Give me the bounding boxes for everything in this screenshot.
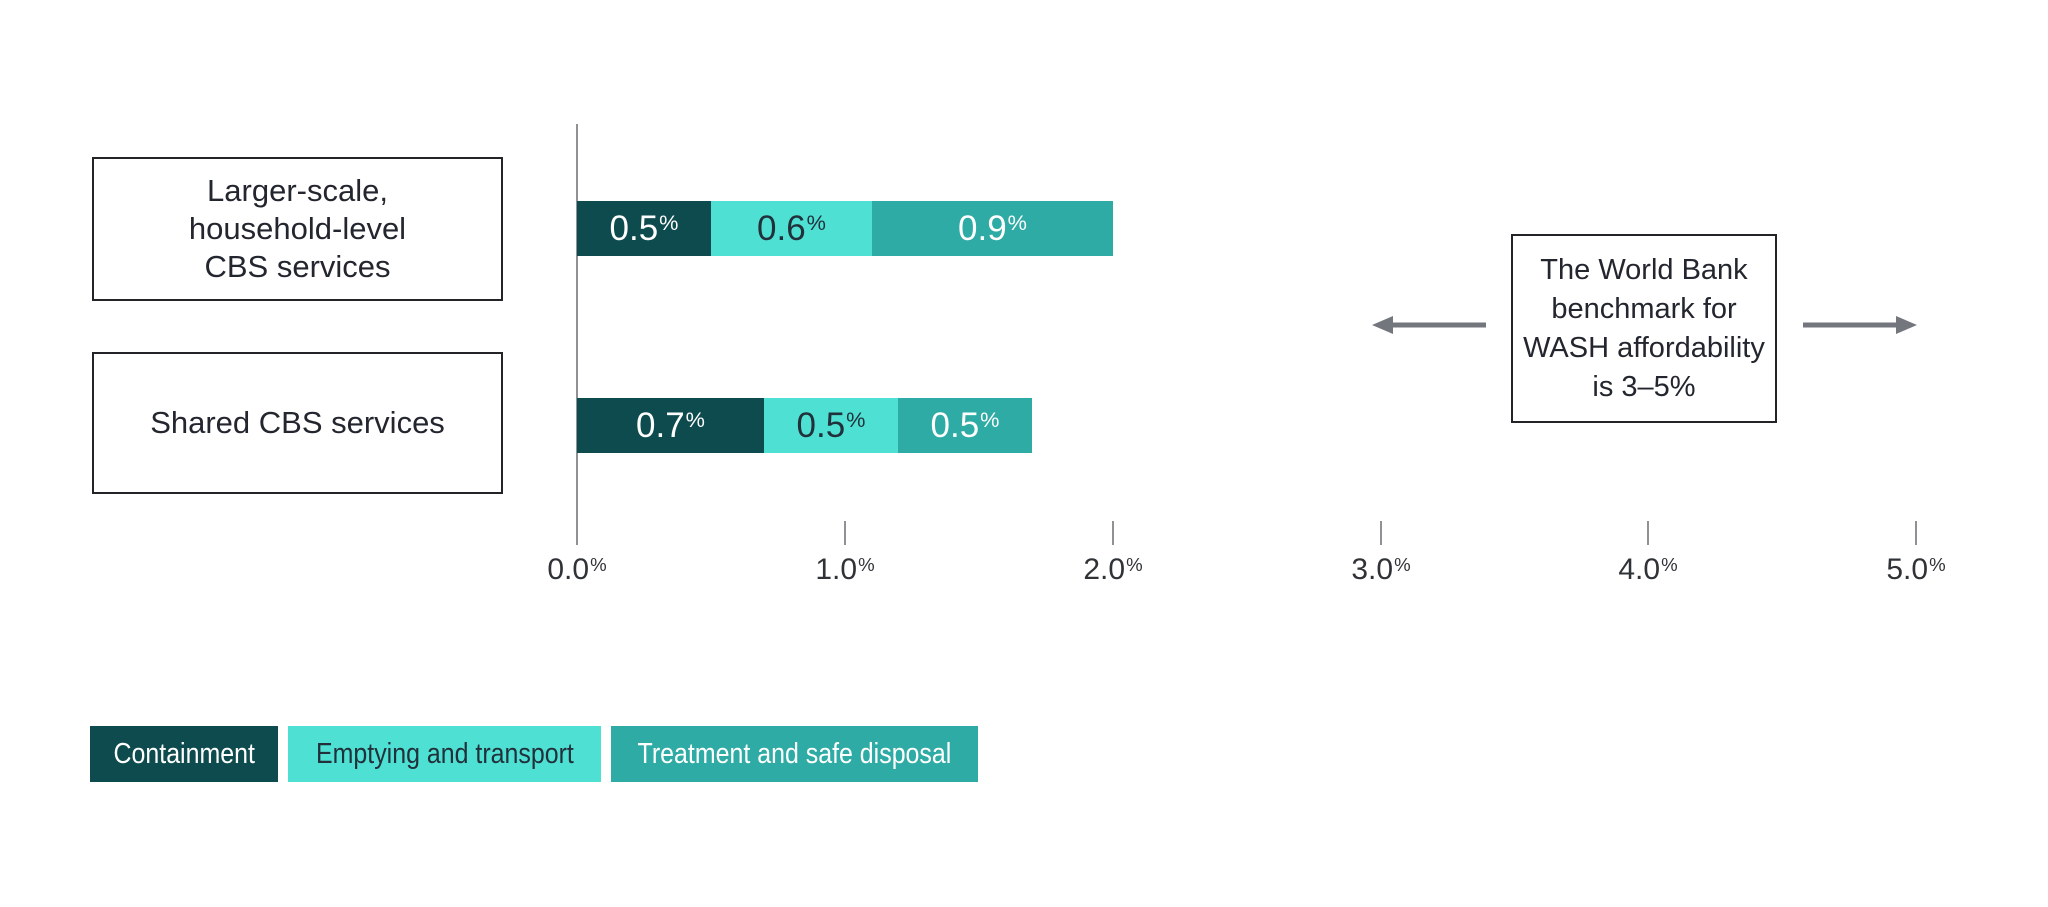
right-arrow-icon (1803, 316, 1917, 334)
category-label-line: Larger-scale, (207, 173, 388, 208)
legend-item-treatment-and-safe-disposal: Treatment and safe disposal (611, 726, 978, 782)
x-axis-tick-label: 1.0% (815, 553, 875, 586)
bar-segment-label: 0.7% (636, 405, 705, 445)
x-axis-tick-label: 4.0% (1618, 553, 1678, 586)
legend-item-emptying-and-transport: Emptying and transport (288, 726, 601, 782)
annotation-line: The World Bank (1540, 253, 1748, 286)
bar-segment-label: 0.9% (958, 208, 1027, 248)
legend-item-containment: Containment (90, 726, 278, 782)
x-axis-tick (1647, 521, 1649, 545)
bar-segment-emptying-and-transport: 0.5% (764, 398, 898, 453)
x-axis-tick (844, 521, 846, 545)
bar-segment-emptying-and-transport: 0.6% (711, 201, 872, 256)
bar-segment-label: 0.6% (757, 208, 826, 248)
bar-row-larger-scale: 0.5% 0.6% 0.9% (577, 201, 1113, 256)
benchmark-annotation-box: The World Bank benchmark for WASH afford… (1511, 234, 1777, 423)
annotation-line: WASH affordability (1523, 331, 1765, 364)
legend-item-label: Containment (113, 737, 255, 770)
bar-segment-label: 0.5% (796, 405, 866, 445)
category-label-line: Shared CBS services (150, 405, 445, 440)
category-label-line: CBS services (204, 249, 391, 284)
x-axis-tick (1915, 521, 1917, 545)
x-axis-tick (1380, 521, 1382, 545)
legend: Containment Emptying and transport Treat… (90, 726, 978, 782)
x-axis-tick-label: 5.0% (1886, 553, 1946, 586)
bar-segment-label: 0.5% (609, 208, 679, 248)
bar-segment-treatment-and-safe-disposal: 0.9% (872, 201, 1113, 256)
annotation-line: is 3–5% (1592, 370, 1696, 403)
category-box-larger-scale: Larger-scale, household-level CBS servic… (92, 157, 503, 301)
category-label-line: household-level (188, 211, 407, 246)
bar-segment-treatment-and-safe-disposal: 0.5% (898, 398, 1032, 453)
annotation-line: benchmark for (1551, 292, 1737, 325)
x-axis-tick-label: 0.0% (547, 553, 607, 586)
left-arrow-icon (1372, 316, 1486, 334)
bar-segment-label: 0.5% (930, 405, 1000, 445)
category-box-shared: Shared CBS services (92, 352, 503, 494)
legend-item-label: Emptying and transport (315, 737, 574, 770)
bar-row-shared: 0.7% 0.5% 0.5% (577, 398, 1032, 453)
x-axis-tick (1112, 521, 1114, 545)
x-axis-tick-label: 3.0% (1351, 553, 1411, 586)
bar-segment-containment: 0.5% (577, 201, 711, 256)
legend-item-label: Treatment and safe disposal (637, 737, 952, 770)
bar-segment-containment: 0.7% (577, 398, 764, 453)
y-axis-line (576, 124, 578, 545)
x-axis-tick-label: 2.0% (1083, 553, 1143, 586)
